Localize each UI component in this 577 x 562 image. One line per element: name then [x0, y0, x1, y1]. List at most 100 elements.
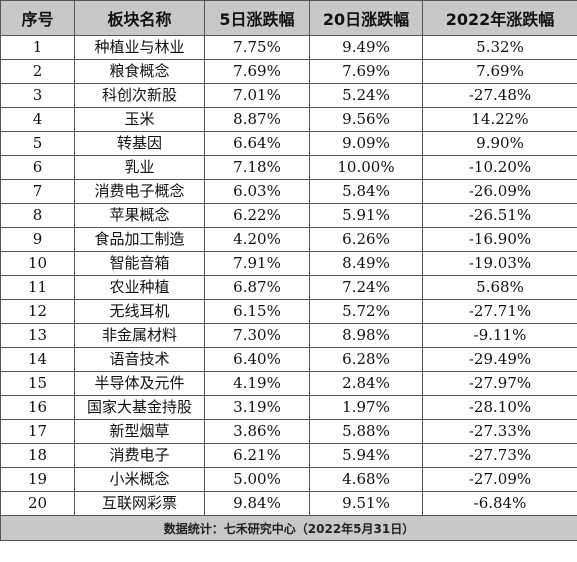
cell-20day-change: 7.69%: [309, 59, 423, 84]
cell-2022-change: -9.11%: [422, 323, 577, 348]
cell-rank: 13: [0, 323, 75, 348]
cell-rank: 12: [0, 299, 75, 324]
cell-5day-change: 7.18%: [204, 155, 310, 180]
header-sector-name: 板块名称: [74, 0, 205, 36]
cell-sector-name: 智能音箱: [74, 251, 205, 276]
cell-20day-change: 5.94%: [309, 443, 423, 468]
cell-2022-change: -27.09%: [422, 467, 577, 492]
cell-rank: 18: [0, 443, 75, 468]
table-row: 7 消费电子概念 6.03% 5.84% -26.09%: [0, 179, 577, 204]
cell-rank: 9: [0, 227, 75, 252]
footer-row: 数据统计：七禾研究中心（2022年5月31日）: [0, 515, 577, 541]
cell-5day-change: 6.03%: [204, 179, 310, 204]
cell-20day-change: 9.51%: [309, 491, 423, 516]
cell-2022-change: -28.10%: [422, 395, 577, 420]
cell-2022-change: -10.20%: [422, 155, 577, 180]
table-row: 5 转基因 6.64% 9.09% 9.90%: [0, 131, 577, 156]
cell-2022-change: 5.32%: [422, 35, 577, 60]
cell-5day-change: 7.30%: [204, 323, 310, 348]
cell-20day-change: 8.98%: [309, 323, 423, 348]
cell-2022-change: -6.84%: [422, 491, 577, 516]
cell-20day-change: 6.26%: [309, 227, 423, 252]
cell-20day-change: 5.24%: [309, 83, 423, 108]
table-row: 16 国家大基金持股 3.19% 1.97% -28.10%: [0, 395, 577, 420]
cell-2022-change: 5.68%: [422, 275, 577, 300]
cell-sector-name: 转基因: [74, 131, 205, 156]
cell-20day-change: 1.97%: [309, 395, 423, 420]
cell-sector-name: 种植业与林业: [74, 35, 205, 60]
cell-5day-change: 6.64%: [204, 131, 310, 156]
cell-sector-name: 非金属材料: [74, 323, 205, 348]
cell-2022-change: 9.90%: [422, 131, 577, 156]
table-row: 10 智能音箱 7.91% 8.49% -19.03%: [0, 251, 577, 276]
cell-5day-change: 6.40%: [204, 347, 310, 372]
cell-rank: 15: [0, 371, 75, 396]
cell-2022-change: -27.73%: [422, 443, 577, 468]
cell-sector-name: 消费电子概念: [74, 179, 205, 204]
table-row: 8 苹果概念 6.22% 5.91% -26.51%: [0, 203, 577, 228]
table-row: 15 半导体及元件 4.19% 2.84% -27.97%: [0, 371, 577, 396]
table-header: 序号 板块名称 5日涨跌幅 20日涨跌幅 2022年涨跌幅: [0, 0, 577, 36]
cell-5day-change: 4.20%: [204, 227, 310, 252]
cell-2022-change: -26.09%: [422, 179, 577, 204]
cell-sector-name: 消费电子: [74, 443, 205, 468]
header-row: 序号 板块名称 5日涨跌幅 20日涨跌幅 2022年涨跌幅: [0, 0, 577, 36]
cell-2022-change: -16.90%: [422, 227, 577, 252]
cell-2022-change: -29.49%: [422, 347, 577, 372]
cell-rank: 1: [0, 35, 75, 60]
cell-rank: 6: [0, 155, 75, 180]
header-20day-change: 20日涨跌幅: [309, 0, 423, 36]
cell-2022-change: -27.97%: [422, 371, 577, 396]
table-row: 17 新型烟草 3.86% 5.88% -27.33%: [0, 419, 577, 444]
cell-20day-change: 7.24%: [309, 275, 423, 300]
cell-20day-change: 8.49%: [309, 251, 423, 276]
cell-5day-change: 7.91%: [204, 251, 310, 276]
cell-rank: 19: [0, 467, 75, 492]
cell-5day-change: 6.22%: [204, 203, 310, 228]
cell-sector-name: 半导体及元件: [74, 371, 205, 396]
cell-sector-name: 国家大基金持股: [74, 395, 205, 420]
cell-rank: 4: [0, 107, 75, 132]
header-2022-change: 2022年涨跌幅: [422, 0, 577, 36]
cell-2022-change: -26.51%: [422, 203, 577, 228]
cell-rank: 11: [0, 275, 75, 300]
cell-20day-change: 9.09%: [309, 131, 423, 156]
cell-20day-change: 5.72%: [309, 299, 423, 324]
table-row: 20 互联网彩票 9.84% 9.51% -6.84%: [0, 491, 577, 516]
cell-2022-change: 14.22%: [422, 107, 577, 132]
table-row: 4 玉米 8.87% 9.56% 14.22%: [0, 107, 577, 132]
table-row: 11 农业种植 6.87% 7.24% 5.68%: [0, 275, 577, 300]
cell-sector-name: 无线耳机: [74, 299, 205, 324]
cell-20day-change: 4.68%: [309, 467, 423, 492]
cell-rank: 14: [0, 347, 75, 372]
cell-5day-change: 6.21%: [204, 443, 310, 468]
cell-20day-change: 5.88%: [309, 419, 423, 444]
cell-rank: 2: [0, 59, 75, 84]
cell-2022-change: -27.71%: [422, 299, 577, 324]
cell-sector-name: 苹果概念: [74, 203, 205, 228]
cell-rank: 3: [0, 83, 75, 108]
table-row: 6 乳业 7.18% 10.00% -10.20%: [0, 155, 577, 180]
sector-performance-table: 序号 板块名称 5日涨跌幅 20日涨跌幅 2022年涨跌幅 1 种植业与林业 7.7…: [0, 0, 577, 541]
table-row: 14 语音技术 6.40% 6.28% -29.49%: [0, 347, 577, 372]
cell-rank: 16: [0, 395, 75, 420]
cell-5day-change: 3.86%: [204, 419, 310, 444]
cell-20day-change: 6.28%: [309, 347, 423, 372]
cell-20day-change: 2.84%: [309, 371, 423, 396]
table-footer: 数据统计：七禾研究中心（2022年5月31日）: [0, 515, 577, 541]
cell-5day-change: 6.15%: [204, 299, 310, 324]
cell-5day-change: 3.19%: [204, 395, 310, 420]
table-body: 1 种植业与林业 7.75% 9.49% 5.32% 2 粮食概念 7.69% 7.69% 7.6…: [0, 35, 577, 516]
cell-2022-change: -27.33%: [422, 419, 577, 444]
cell-5day-change: 5.00%: [204, 467, 310, 492]
cell-2022-change: -27.48%: [422, 83, 577, 108]
header-rank: 序号: [0, 0, 75, 36]
cell-sector-name: 科创次新股: [74, 83, 205, 108]
cell-sector-name: 新型烟草: [74, 419, 205, 444]
cell-20day-change: 5.84%: [309, 179, 423, 204]
cell-rank: 20: [0, 491, 75, 516]
cell-sector-name: 粮食概念: [74, 59, 205, 84]
cell-rank: 17: [0, 419, 75, 444]
cell-5day-change: 4.19%: [204, 371, 310, 396]
table-row: 19 小米概念 5.00% 4.68% -27.09%: [0, 467, 577, 492]
